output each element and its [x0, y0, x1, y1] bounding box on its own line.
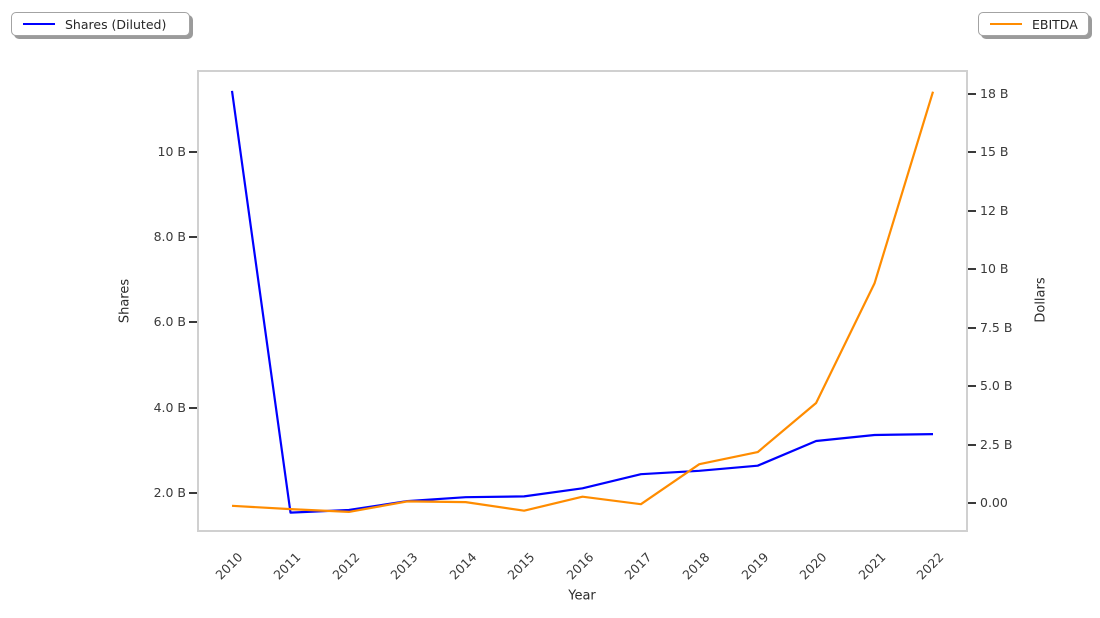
series-line-ebitda: [231, 91, 935, 513]
left-tick-label: 10 B: [157, 143, 186, 159]
right-tick-mark: [968, 93, 976, 96]
left-tick-mark: [189, 236, 197, 239]
left-tick-mark: [189, 406, 197, 409]
left-tick-label: 2.0 B: [153, 484, 186, 500]
legend-shares: Shares (Diluted): [11, 12, 190, 36]
right-tick-mark: [968, 326, 976, 329]
legend-ebitda: EBITDA: [978, 12, 1089, 36]
right-tick-mark: [968, 209, 976, 212]
legend-shares-label: Shares (Diluted): [65, 16, 167, 32]
left-tick-mark: [189, 491, 197, 494]
plot-area: [197, 70, 968, 532]
series-line-shares-diluted-: [230, 90, 934, 514]
right-tick-label: 2.5 B: [980, 436, 1013, 452]
x-axis-title: Year: [568, 588, 596, 604]
right-tick-label: 15 B: [980, 144, 1009, 160]
right-tick-mark: [968, 443, 976, 446]
right-tick-label: 10 B: [980, 261, 1009, 277]
ebitda-line-swatch: [990, 22, 1022, 26]
right-tick-mark: [968, 151, 976, 154]
right-tick-label: 12 B: [980, 202, 1009, 218]
right-tick-mark: [968, 502, 976, 505]
right-tick-label: 18 B: [980, 86, 1009, 102]
left-tick-label: 4.0 B: [153, 399, 186, 415]
left-tick-mark: [189, 150, 197, 153]
left-tick-label: 6.0 B: [153, 314, 186, 330]
right-tick-label: 7.5 B: [980, 319, 1013, 335]
shares-line-swatch: [23, 22, 55, 26]
right-tick-mark: [968, 385, 976, 388]
legend-ebitda-label: EBITDA: [1032, 16, 1078, 32]
right-tick-label: 5.0 B: [980, 378, 1013, 394]
right-tick-label: 0.00: [980, 495, 1008, 511]
left-tick-mark: [189, 321, 197, 324]
right-tick-mark: [968, 268, 976, 271]
left-tick-label: 8.0 B: [153, 229, 186, 245]
right-axis-title: Dollars: [1033, 277, 1049, 323]
